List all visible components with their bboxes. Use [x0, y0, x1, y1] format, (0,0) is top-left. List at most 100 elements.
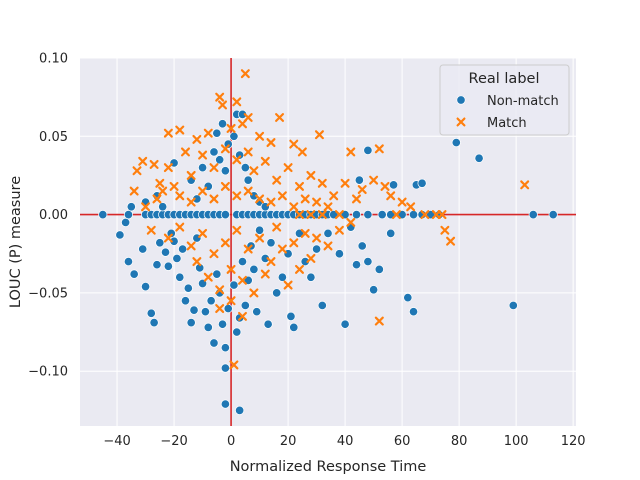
point-match	[294, 264, 304, 274]
point-non-match	[192, 194, 202, 204]
point-match	[226, 264, 236, 274]
point-match	[266, 197, 276, 207]
point-match	[312, 233, 322, 243]
point-non-match	[141, 282, 151, 292]
series-match	[129, 69, 530, 370]
point-non-match	[272, 288, 282, 298]
point-non-match	[237, 109, 248, 119]
y-tick-label: −0.05	[28, 286, 68, 301]
point-non-match	[408, 210, 419, 220]
point-match	[240, 69, 250, 79]
point-non-match	[289, 322, 299, 332]
point-match	[209, 249, 219, 259]
point-match	[232, 225, 242, 235]
x-tick-label: 0	[227, 434, 235, 449]
point-match	[277, 244, 287, 254]
point-match	[397, 197, 407, 207]
point-match	[314, 130, 324, 140]
point-non-match	[474, 153, 484, 163]
point-match	[249, 166, 259, 176]
point-match	[138, 156, 148, 166]
point-match	[334, 210, 344, 220]
point-match	[386, 191, 396, 201]
x-tick-label: 20	[280, 434, 297, 449]
point-non-match	[155, 238, 165, 248]
point-match	[186, 241, 196, 251]
point-match	[446, 236, 456, 246]
point-match	[198, 186, 208, 196]
point-match	[255, 194, 265, 204]
point-match	[272, 175, 282, 185]
legend-label: Match	[487, 116, 527, 131]
point-match	[317, 178, 327, 188]
point-match	[283, 163, 293, 173]
point-match	[152, 194, 162, 204]
point-non-match	[357, 241, 367, 251]
point-match	[237, 311, 247, 321]
point-non-match	[334, 249, 344, 259]
point-match	[198, 150, 208, 160]
point-match	[169, 181, 179, 191]
point-match	[232, 155, 242, 165]
point-match	[323, 202, 333, 212]
point-match	[420, 210, 430, 220]
point-non-match	[508, 300, 518, 310]
point-match	[175, 222, 185, 232]
point-match	[243, 186, 253, 196]
point-match	[155, 178, 165, 188]
point-non-match	[169, 236, 179, 246]
point-non-match	[229, 280, 239, 290]
point-match	[215, 92, 225, 102]
point-match	[277, 191, 287, 201]
point-match	[149, 159, 159, 169]
point-match	[203, 272, 213, 282]
point-non-match	[403, 293, 413, 303]
point-non-match	[209, 338, 219, 348]
point-non-match	[255, 225, 265, 235]
point-non-match	[186, 318, 196, 328]
point-match	[218, 100, 228, 110]
point-match	[215, 285, 225, 295]
point-non-match	[138, 244, 148, 254]
point-non-match	[266, 238, 276, 248]
point-match	[243, 244, 253, 254]
point-non-match	[146, 308, 156, 318]
point-match	[163, 233, 173, 243]
point-match	[198, 228, 208, 238]
point-non-match	[323, 228, 333, 238]
point-match	[220, 144, 230, 154]
point-match	[192, 257, 202, 267]
point-match	[129, 186, 139, 196]
point-match	[209, 163, 219, 173]
point-match	[346, 217, 356, 227]
point-non-match	[235, 405, 245, 415]
legend-label: Non-match	[487, 94, 559, 109]
point-non-match	[277, 272, 287, 282]
point-non-match	[377, 210, 387, 220]
point-non-match	[369, 285, 379, 295]
point-non-match	[123, 210, 134, 220]
legend-marker-non-match	[456, 95, 466, 105]
point-match	[294, 181, 304, 191]
point-match	[237, 119, 247, 129]
point-non-match	[351, 260, 362, 270]
point-match	[260, 156, 270, 166]
x-axis-label: Normalized Response Time	[230, 459, 427, 475]
y-axis-label: LOUC (P) measure	[8, 176, 24, 308]
point-non-match	[183, 283, 193, 293]
point-non-match	[215, 155, 225, 165]
point-match	[192, 134, 202, 144]
point-match	[260, 269, 270, 279]
point-match	[226, 296, 236, 306]
point-non-match	[229, 131, 239, 141]
point-match	[440, 225, 450, 235]
point-non-match	[223, 139, 233, 149]
legend-frame	[439, 64, 570, 136]
point-non-match	[189, 305, 199, 315]
point-match	[232, 191, 242, 201]
point-non-match	[175, 272, 185, 282]
point-non-match	[220, 363, 230, 373]
point-non-match	[240, 163, 250, 173]
point-match	[317, 210, 327, 220]
point-non-match	[528, 210, 538, 220]
